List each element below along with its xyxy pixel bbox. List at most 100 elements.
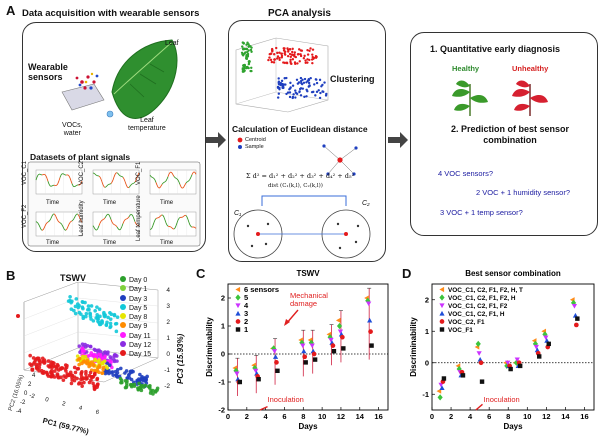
data-point xyxy=(442,376,446,380)
mechanical-damage-annotation: damage xyxy=(290,299,317,308)
x-axis-label: Days xyxy=(298,422,318,431)
legend-item-day11: Day 11 xyxy=(120,332,151,341)
x-axis-label: Days xyxy=(503,422,523,431)
b-z-ticks: 4 3 2 1 0 -1 -2 xyxy=(160,283,170,395)
data-point xyxy=(341,346,345,350)
data-point xyxy=(273,354,278,359)
x-tick-label: 4 xyxy=(468,412,473,421)
data-point xyxy=(369,343,373,347)
panel-a-letter: A xyxy=(6,3,15,18)
data-point xyxy=(575,316,579,320)
data-point xyxy=(438,394,443,400)
x-tick-label: 16 xyxy=(374,412,382,421)
y-tick-label: 2 xyxy=(221,294,225,303)
subplot-ylabel-leaf-temperature: Leaf temperature xyxy=(136,195,142,241)
arrow-right-icon xyxy=(204,130,228,150)
y-tick-label: 0 xyxy=(221,350,225,359)
data-point xyxy=(537,354,541,358)
legend-marker xyxy=(235,311,240,316)
pc3-axis-label: PC3 (15.93%) xyxy=(176,334,185,384)
data-point xyxy=(312,352,317,357)
x-tick-label: 10 xyxy=(523,412,531,421)
data-point xyxy=(272,349,277,354)
data-point xyxy=(518,364,522,368)
b-y-ticks: 4 2 0 -2 -4 xyxy=(16,372,35,417)
subplot-xlabel-1: Time xyxy=(46,200,59,206)
legend-marker xyxy=(439,303,444,308)
data-point xyxy=(234,372,239,377)
unhealthy-label: Unhealthy xyxy=(512,64,548,73)
legend-item-day8: Day 8 xyxy=(120,313,151,322)
x-tick-label: 12 xyxy=(337,412,345,421)
subplot-xlabel-4: Time xyxy=(46,240,59,246)
data-point xyxy=(367,318,372,323)
x-tick-label: 8 xyxy=(506,412,510,421)
chart-title: Best sensor combination xyxy=(465,269,561,278)
subplot-ylabel-voc-c1: VOC_C1 xyxy=(22,161,28,185)
z-tick: 0 xyxy=(160,347,170,363)
leaf-temperature-label: Leaf temperature xyxy=(128,117,166,133)
data-point xyxy=(310,344,315,349)
x-tick-label: 6 xyxy=(487,412,491,421)
legend-label: VOC_C1, C2, F1, H xyxy=(448,311,505,318)
y-tick-label: 0 xyxy=(425,358,429,367)
healthy-label: Healthy xyxy=(452,64,479,73)
subplot-xlabel-3: Time xyxy=(160,200,173,206)
legend-label: VOC_C1, C2, F1, F2 xyxy=(448,303,508,310)
y-tick-label: -1 xyxy=(218,378,225,387)
legend-marker xyxy=(439,287,444,292)
inoculation-annotation: Inoculation xyxy=(268,395,304,404)
data-point xyxy=(461,373,465,377)
leaf-label: Leaf xyxy=(165,40,179,47)
legend-item-day12: Day 12 xyxy=(120,341,151,350)
data-point xyxy=(274,360,279,365)
y-tick-label: -1 xyxy=(422,390,429,399)
clustering-label: Clustering xyxy=(330,74,375,84)
legend-marker xyxy=(440,327,444,331)
data-point xyxy=(256,377,260,381)
data-point xyxy=(439,385,444,390)
legend-marker xyxy=(439,294,444,300)
subplot-ylabel-leaf-humidity: Leaf humidity xyxy=(79,200,85,236)
x-tick-label: 4 xyxy=(264,412,269,421)
data-point xyxy=(313,357,317,361)
subplot-xlabel-2: Time xyxy=(103,200,116,206)
legend-marker xyxy=(235,287,240,292)
legend-item-day15: Day 15 xyxy=(120,350,151,359)
legend-item-day3: Day 3 xyxy=(120,295,151,304)
data-point xyxy=(543,335,548,340)
legend-label: VOC_C1, C2, F1, F2, H, T xyxy=(448,287,523,294)
z-tick: -2 xyxy=(160,379,170,395)
legend-label: 1 xyxy=(244,325,248,334)
legend-item-day1: Day 1 xyxy=(120,285,151,294)
subplot-xlabel-5: Time xyxy=(103,240,116,246)
legend-marker xyxy=(440,319,445,324)
data-acquisition-title: Data acquisition with wearable sensors xyxy=(22,8,199,19)
plant-icons xyxy=(440,74,560,118)
data-point xyxy=(336,318,341,323)
subplot-ylabel-voc-f1: VOC_F1 xyxy=(136,162,142,185)
euclid-formula-dist: dist (C₁(k,l), C₂(k,l)) xyxy=(268,183,323,189)
data-point xyxy=(574,323,579,328)
x-tick-label: 14 xyxy=(561,412,570,421)
legend-marker xyxy=(235,303,240,308)
option-4-voc: 4 VOC sensors? xyxy=(438,169,493,178)
data-point xyxy=(477,351,482,356)
data-point xyxy=(534,345,539,350)
legend-centroid: Centroid xyxy=(245,137,266,143)
data-point xyxy=(302,354,307,359)
data-point xyxy=(238,380,242,384)
inoculation-arrow-icon xyxy=(476,404,483,410)
legend-label: VOC_F1 xyxy=(448,327,473,334)
panel-b-letter: B xyxy=(6,268,15,283)
z-tick: 1 xyxy=(160,331,170,347)
pca-analysis-title: PCA analysis xyxy=(268,8,331,19)
legend-item-day9: Day 9 xyxy=(120,322,151,331)
data-point xyxy=(275,369,279,373)
x-tick-label: 14 xyxy=(356,412,365,421)
x-tick-label: 12 xyxy=(542,412,550,421)
z-tick: 2 xyxy=(160,315,170,331)
data-point xyxy=(508,367,512,371)
